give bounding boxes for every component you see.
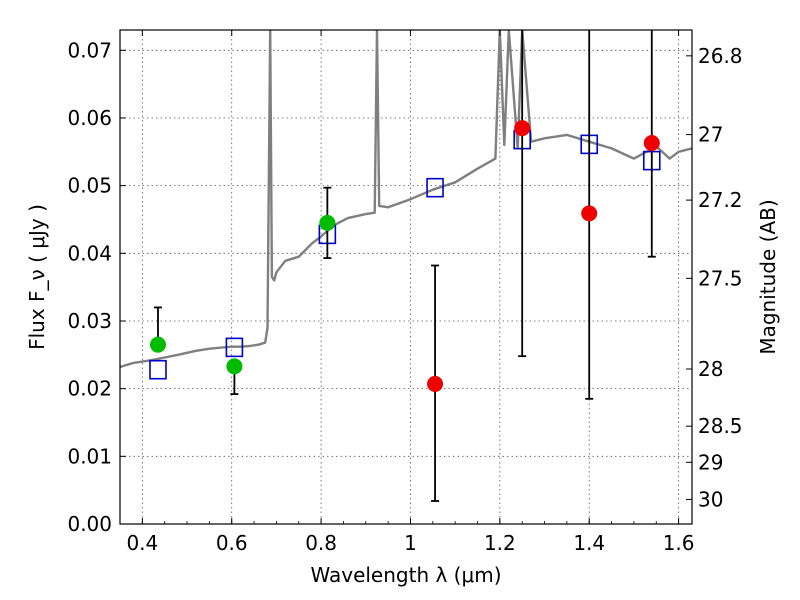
mag-tick-label: 30 [698,487,723,511]
model-square-marker [225,337,244,358]
mag-tick-label: 27.2 [698,188,743,212]
model-square-marker [149,359,167,380]
y-axis-label-right: Magnitude (AB) [756,199,780,354]
tick-layer: 0.4 0.6 0.8 1 1.2 1.4 1.6 0.00 0.01 0.02 0.03 0.04 0… [67,30,743,555]
grid-layer [120,30,692,524]
detection-point [149,336,166,353]
mag-tick-label: 27.5 [698,266,743,290]
x-tick-label: 0.4 [126,531,158,555]
x-tick-label: 1 [404,531,417,555]
y-tick-label: 0.05 [67,174,112,198]
y-tick-label: 0.06 [67,106,112,130]
mag-tick-label: 28 [698,357,723,381]
x-tick-label: 1.2 [484,531,516,555]
y-tick-label: 0.02 [67,377,112,401]
plot-frame [119,29,693,525]
x-axis-label: Wavelength λ (μm) [310,563,501,587]
y-tick-label: 0.00 [67,512,112,536]
non-detection-point [581,205,598,222]
data-layer [120,30,692,502]
y-tick-label: 0.07 [67,38,112,62]
non-detection-point [514,120,531,137]
mag-tick-label: 29 [698,450,723,474]
detection-point [319,214,336,231]
x-tick-label: 1.6 [663,531,695,555]
mag-tick-label: 28.5 [698,414,743,438]
y-tick-label: 0.03 [67,309,112,333]
non-detection-point [427,375,444,392]
y-tick-label: 0.04 [67,241,112,265]
x-tick-label: 0.6 [216,531,248,555]
sed-line [120,30,692,369]
model-square-marker [426,177,444,198]
mag-tick-label: 26.8 [698,44,743,68]
x-tick-label: 0.8 [305,531,337,555]
mag-tick-label: 27 [698,123,723,147]
y-tick-label: 0.01 [67,444,112,468]
non-detection-point [643,135,660,152]
detection-point [226,358,243,375]
y-axis-label: Flux F_ν ( μJy ) [25,204,49,350]
x-tick-label: 1.4 [573,531,605,555]
